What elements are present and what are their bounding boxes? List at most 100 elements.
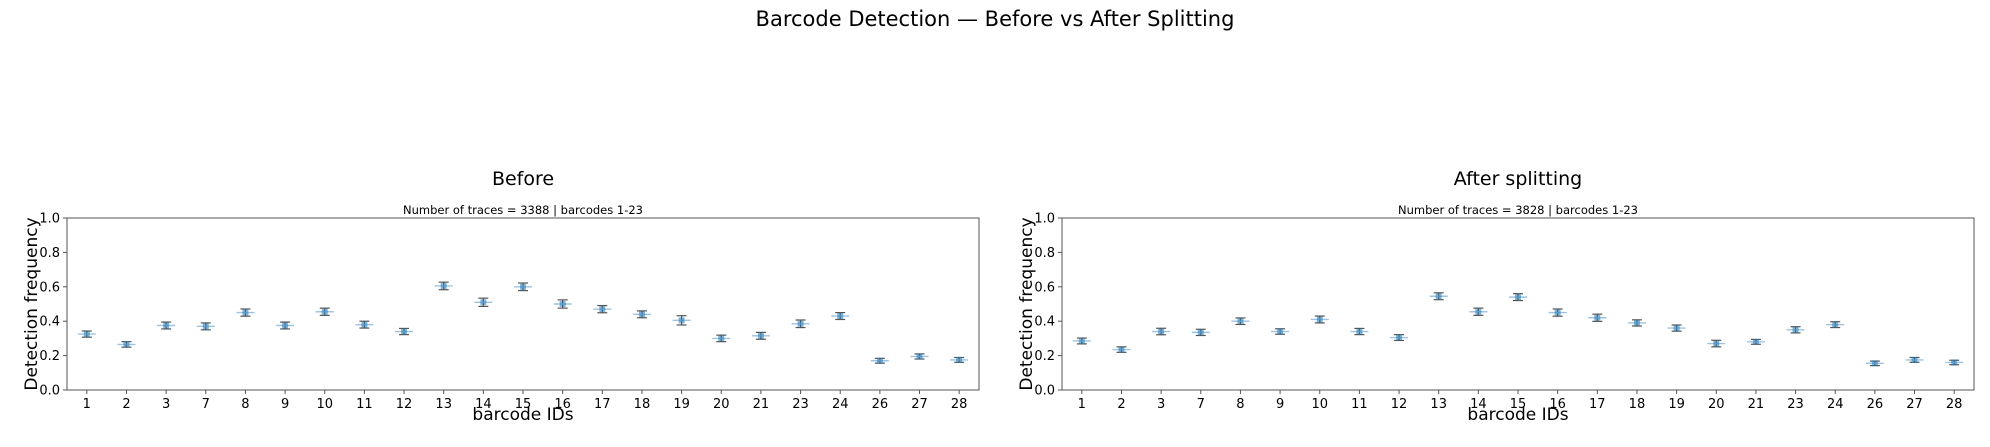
x-tick-label: 17 bbox=[1589, 397, 1606, 412]
x-tick-label: 8 bbox=[241, 397, 249, 412]
data-point bbox=[1072, 337, 1091, 345]
data-point bbox=[1627, 319, 1646, 327]
data-point bbox=[196, 322, 215, 331]
x-tick-label: 7 bbox=[202, 397, 210, 412]
x-tick-label: 23 bbox=[792, 397, 809, 412]
point-marker bbox=[718, 335, 725, 342]
x-tick-label: 2 bbox=[122, 397, 130, 412]
point-marker bbox=[202, 323, 209, 330]
data-point bbox=[1826, 321, 1845, 329]
data-point bbox=[1271, 328, 1290, 335]
point-marker bbox=[1554, 309, 1561, 316]
data-point bbox=[1905, 356, 1924, 363]
point-marker bbox=[321, 308, 328, 315]
data-point bbox=[276, 321, 295, 330]
x-tick-label: 7 bbox=[1197, 397, 1205, 412]
x-tick-label: 13 bbox=[1430, 397, 1447, 412]
point-marker bbox=[1871, 360, 1878, 367]
x-tick-label: 14 bbox=[1470, 397, 1487, 412]
data-point bbox=[831, 312, 850, 321]
y-tick-label: 0.8 bbox=[39, 246, 60, 261]
x-tick-label: 2 bbox=[1117, 397, 1125, 412]
point-marker bbox=[837, 313, 844, 320]
point-marker bbox=[282, 322, 289, 329]
data-point bbox=[1310, 315, 1329, 324]
point-marker bbox=[242, 309, 249, 316]
data-point bbox=[632, 310, 651, 319]
plot-frame bbox=[66, 217, 980, 391]
point-marker bbox=[797, 320, 804, 327]
data-point bbox=[1786, 326, 1805, 334]
data-point bbox=[236, 308, 255, 317]
data-point bbox=[1469, 307, 1488, 316]
point-marker bbox=[1277, 328, 1284, 335]
x-tick-label: 1 bbox=[1078, 397, 1086, 412]
point-marker bbox=[876, 357, 883, 364]
data-point bbox=[315, 307, 334, 316]
y-tick-label: 0.0 bbox=[39, 384, 60, 399]
x-axis-label: barcode IDs bbox=[472, 405, 573, 425]
x-tick-label: 15 bbox=[515, 397, 532, 412]
data-point bbox=[553, 299, 572, 309]
chart-panel: After splitting Number of traces = 3828 |… bbox=[1017, 168, 1975, 425]
data-point bbox=[157, 321, 176, 330]
data-point bbox=[395, 327, 414, 336]
y-axis-label: Detection frequency bbox=[22, 217, 42, 390]
chart-subtitle: Number of traces = 3828 | barcodes 1-23 bbox=[1398, 203, 1638, 217]
y-tick-label: 0.0 bbox=[1034, 384, 1055, 399]
data-point bbox=[593, 304, 612, 314]
y-tick-label: 0.6 bbox=[1034, 280, 1055, 295]
data-point bbox=[117, 341, 136, 348]
point-marker bbox=[1673, 325, 1680, 332]
y-tick-label: 1.0 bbox=[39, 212, 60, 227]
point-marker bbox=[1752, 338, 1759, 345]
point-marker bbox=[638, 311, 645, 318]
point-marker bbox=[678, 317, 685, 324]
point-marker bbox=[1158, 328, 1165, 335]
y-tick-label: 0.8 bbox=[1034, 246, 1055, 261]
chart-title: After splitting bbox=[1454, 168, 1582, 190]
point-marker bbox=[1078, 337, 1085, 344]
data-point bbox=[77, 330, 96, 338]
point-marker bbox=[1356, 328, 1363, 335]
y-tick-label: 0.4 bbox=[39, 315, 60, 330]
data-point bbox=[1429, 292, 1448, 301]
point-marker bbox=[599, 306, 606, 313]
y-tick-label: 0.6 bbox=[39, 280, 60, 295]
x-tick-label: 16 bbox=[1549, 397, 1566, 412]
x-tick-label: 3 bbox=[162, 397, 170, 412]
data-point bbox=[1112, 346, 1131, 353]
data-point bbox=[870, 357, 889, 364]
point-marker bbox=[757, 332, 764, 339]
point-marker bbox=[1475, 308, 1482, 315]
x-tick-label: 15 bbox=[1510, 397, 1527, 412]
data-point bbox=[910, 353, 929, 360]
point-marker bbox=[1396, 334, 1403, 341]
x-tick-label: 12 bbox=[396, 397, 413, 412]
point-marker bbox=[1792, 326, 1799, 333]
data-point bbox=[751, 331, 770, 340]
x-tick-label: 18 bbox=[1629, 397, 1646, 412]
point-marker bbox=[1316, 316, 1323, 323]
x-tick-label: 1 bbox=[83, 397, 91, 412]
plot-frame bbox=[1061, 217, 1975, 391]
point-marker bbox=[83, 331, 90, 338]
data-point bbox=[1231, 317, 1250, 326]
data-point bbox=[1152, 327, 1171, 336]
x-tick-label: 26 bbox=[1867, 397, 1884, 412]
chart-panel: Before Number of traces = 3388 | barcodes… bbox=[22, 168, 980, 425]
x-tick-label: 21 bbox=[753, 397, 770, 412]
chart-title: Before bbox=[492, 168, 554, 190]
point-marker bbox=[1435, 293, 1442, 300]
point-marker bbox=[1633, 319, 1640, 326]
x-tick-label: 12 bbox=[1391, 397, 1408, 412]
x-tick-label: 28 bbox=[951, 397, 968, 412]
point-marker bbox=[1118, 346, 1125, 353]
data-point bbox=[1707, 339, 1726, 348]
data-point bbox=[1945, 359, 1964, 366]
data-point bbox=[355, 320, 374, 329]
point-marker bbox=[1713, 340, 1720, 347]
x-tick-label: 27 bbox=[911, 397, 928, 412]
data-point bbox=[514, 282, 532, 292]
data-point bbox=[1350, 327, 1369, 336]
